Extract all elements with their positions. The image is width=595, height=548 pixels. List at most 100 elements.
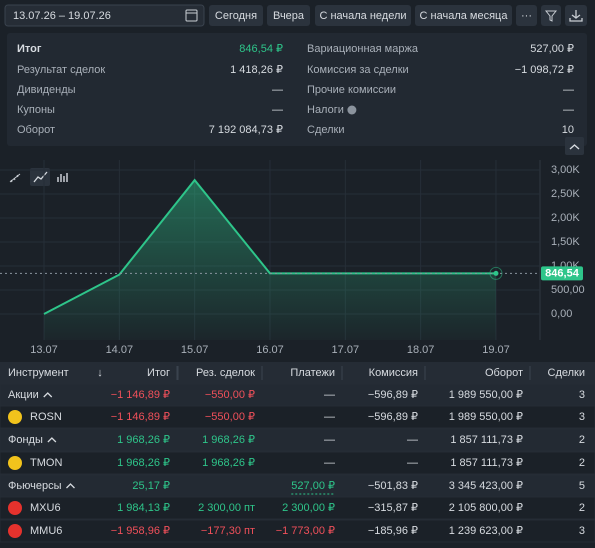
instrument-row (0, 496, 595, 520)
summary-value: — (563, 104, 574, 116)
date-input[interactable] (4, 4, 205, 27)
cell-value: 2 300,00 пт (198, 502, 255, 514)
ruler-icon[interactable] (9, 173, 21, 183)
cell-value: — (324, 411, 335, 423)
cell-value: −185,96 ₽ (368, 525, 418, 537)
instrument-name: Фонды (8, 434, 43, 446)
instrument-row (0, 451, 595, 475)
summary-value: — (272, 104, 283, 116)
cell-value: −1 958,96 ₽ (111, 525, 170, 537)
line-mode-button[interactable] (30, 168, 50, 186)
y-tick-label: 0,00 (551, 308, 572, 320)
cell-value: 2 (579, 434, 585, 446)
cell-value: 1 968,26 ₽ (202, 434, 255, 446)
summary-value: −1 098,72 ₽ (515, 64, 574, 76)
x-tick-label: 19.07 (482, 344, 510, 356)
summary-label: Сделки (307, 124, 345, 136)
cell-value: 1 968,26 ₽ (202, 457, 255, 469)
cell-value: 3 (579, 411, 585, 423)
summary-value: — (272, 84, 283, 96)
group-row[interactable] (0, 428, 595, 452)
column-header[interactable]: Оборот (485, 367, 523, 379)
expand-toggle[interactable] (47, 437, 57, 443)
cell-value: 2 300,00 ₽ (282, 502, 335, 514)
cell-value: 1 984,13 ₽ (117, 502, 170, 514)
column-header[interactable]: Платежи (290, 367, 335, 379)
cell-value: −1 146,89 ₽ (111, 389, 170, 401)
sort-indicator[interactable]: ↓ (97, 367, 103, 379)
preset-button[interactable] (315, 5, 411, 26)
x-tick-label: 17.07 (332, 344, 360, 356)
summary-value: 7 192 084,73 ₽ (209, 124, 283, 136)
preset-button[interactable] (415, 5, 512, 26)
date-range: 13.07.26 – 19.07.26 (13, 10, 111, 22)
summary-label: Вариационная маржа (307, 43, 419, 55)
instrument-name: MXU6 (30, 502, 61, 514)
column-header[interactable]: Комиссия (369, 367, 418, 379)
summary-value: 1 418,26 ₽ (230, 64, 283, 76)
preset-button[interactable] (516, 5, 537, 26)
download-icon (569, 10, 583, 22)
collapse-icon (569, 144, 580, 150)
cell-value: −315,87 ₽ (368, 502, 418, 514)
cell-value: 527,00 ₽ (291, 480, 335, 492)
instrument-icon (8, 524, 22, 538)
y-tick-label: 3,00K (551, 164, 580, 176)
cell-value: 2 (579, 502, 585, 514)
column-header[interactable]: Сделки (548, 367, 586, 379)
cell-value: −596,89 ₽ (368, 411, 418, 423)
cell-value: — (407, 434, 418, 446)
current-value-label: 846,54 (545, 267, 580, 279)
filter-button[interactable] (541, 5, 561, 26)
x-tick-label: 16.07 (256, 344, 284, 356)
expand-toggle[interactable] (66, 483, 75, 489)
instrument-name: Акции (8, 389, 39, 401)
column-header[interactable]: Инструмент (8, 367, 69, 379)
cell-value: −550,00 ₽ (205, 389, 255, 401)
cell-value: 5 (579, 480, 585, 492)
cell-value: −596,89 ₽ (368, 389, 418, 401)
cell-value: 2 105 800,00 ₽ (449, 502, 523, 514)
column-header[interactable]: Рез. сделок (196, 367, 255, 379)
collapse-button[interactable] (565, 137, 584, 155)
cell-value: — (324, 389, 335, 401)
expand-toggle[interactable] (43, 392, 53, 398)
summary-label: Дивиденды (17, 84, 76, 96)
cell-value: 1 989 550,00 ₽ (449, 411, 523, 423)
y-tick-label: 2,50K (551, 188, 580, 200)
cell-value: 3 (579, 389, 585, 401)
summary-value: 846,54 ₽ (239, 43, 283, 55)
cell-value: 1 857 111,73 ₽ (450, 457, 523, 469)
y-tick-label: 2,00K (551, 212, 580, 224)
cell-value: 25,17 ₽ (132, 480, 170, 492)
instrument-row (0, 519, 595, 543)
area (44, 180, 496, 340)
instrument-name: ROSN (30, 411, 62, 423)
cell-value: −177,30 пт (201, 525, 255, 537)
instrument-icon (8, 501, 22, 515)
y-tick-label: 1,50K (551, 236, 580, 248)
preset-button[interactable] (209, 5, 263, 26)
x-tick-label: 18.07 (407, 344, 435, 356)
summary-label: Оборот (17, 124, 55, 136)
summary-value: — (563, 84, 574, 96)
column-header[interactable]: Итог (147, 367, 170, 379)
preset-button-label: ··· (521, 10, 532, 22)
cell-value: 1 968,26 ₽ (117, 457, 170, 469)
cell-value: 2 (579, 457, 585, 469)
calendar-icon (185, 9, 198, 22)
preset-button[interactable] (267, 5, 310, 26)
cell-value: 1 239 623,00 ₽ (449, 525, 523, 537)
summary-label: Комиссия за сделки (307, 64, 409, 76)
summary-panel (7, 33, 587, 146)
help-icon[interactable] (347, 105, 357, 115)
cell-value: 1 857 111,73 ₽ (450, 434, 523, 446)
bar-icon[interactable] (57, 173, 68, 182)
preset-button-label: Вчера (273, 10, 305, 22)
cell-value: −1 773,00 ₽ (276, 525, 335, 537)
instrument-name: MMU6 (30, 525, 62, 537)
cell-value: −501,83 ₽ (368, 480, 418, 492)
instrument-icon (8, 410, 22, 424)
instrument-icon (8, 456, 22, 470)
